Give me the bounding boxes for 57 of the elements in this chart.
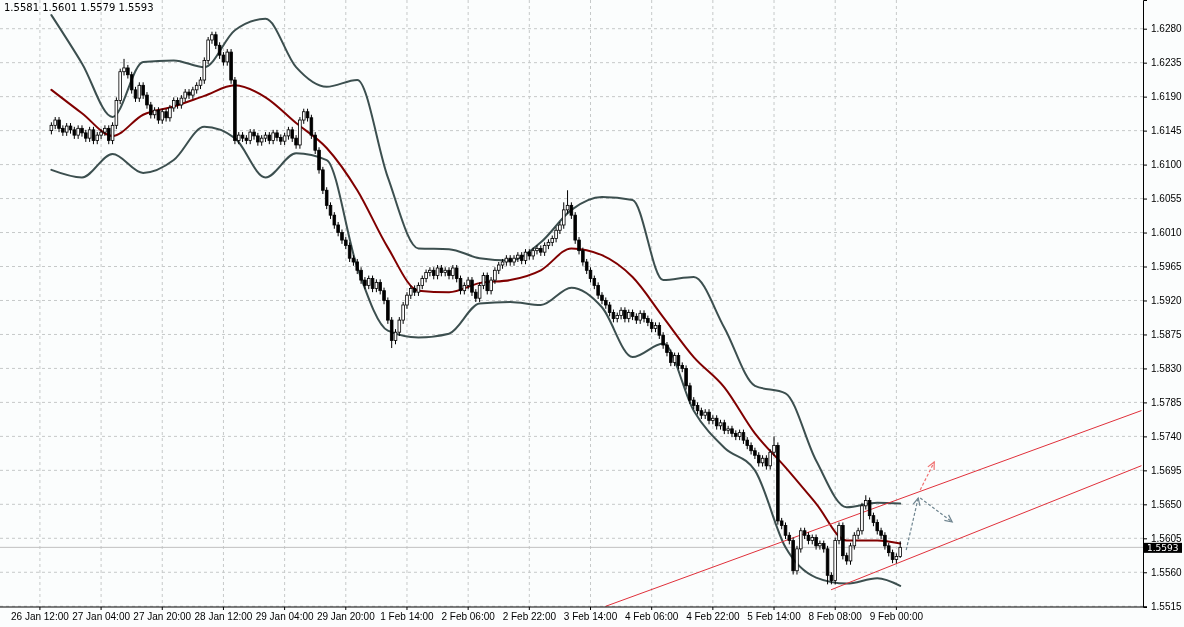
x-tick-label: 4 Feb 06:00	[624, 611, 679, 623]
candlestick	[711, 414, 715, 425]
candlestick	[485, 272, 489, 295]
x-tick-label: 9 Feb 00:00	[869, 611, 924, 623]
candlestick	[103, 124, 107, 137]
x-tick-label: 5 Feb 14:00	[747, 611, 802, 623]
candlestick	[80, 124, 84, 138]
y-tick-label: 1.5965	[1151, 261, 1183, 273]
candlestick	[642, 309, 646, 323]
candlestick	[275, 129, 279, 142]
y-tick-label: 1.5875	[1151, 329, 1183, 341]
x-tick-label: 3 Feb 14:00	[563, 611, 618, 623]
y-tick-label: 1.6145	[1151, 125, 1183, 137]
y-tick-label: 1.5605	[1151, 533, 1183, 544]
chart-title: 1.5581 1.5601 1.5579 1.5593	[4, 2, 154, 13]
candlestick	[447, 266, 451, 280]
y-tick-label: 1.5785	[1151, 397, 1183, 409]
y-tick-label: 1.6055	[1151, 193, 1183, 205]
candlestick	[187, 88, 191, 100]
ref-line-label: 1.5593	[1147, 542, 1179, 553]
x-tick-label: 26 Jan 12:00	[11, 611, 70, 623]
line-series	[50, 14, 902, 509]
y-tick-label: 1.6235	[1151, 57, 1183, 69]
x-tick-label: 2 Feb 22:00	[502, 611, 557, 623]
candlestick	[347, 241, 352, 263]
candlestick	[512, 254, 516, 267]
x-tick-label: 4 Feb 22:00	[686, 611, 740, 623]
candlestick	[726, 425, 730, 435]
x-tick-label: 29 Jan 04:00	[255, 611, 314, 623]
x-tick-label: 27 Jan 20:00	[133, 611, 192, 623]
y-tick-label: 1.5920	[1151, 295, 1183, 307]
line-series	[50, 125, 902, 587]
candlestick	[730, 425, 734, 438]
x-tick-label: 29 Jan 20:00	[316, 611, 376, 623]
y-tick-label: 1.6010	[1151, 227, 1183, 239]
y-tick-label: 1.6100	[1151, 159, 1183, 171]
candlestick	[164, 108, 168, 123]
x-tick-label: 27 Jan 04:00	[72, 611, 131, 623]
x-tick-label: 1 Feb 14:00	[380, 611, 435, 623]
candlestick	[99, 128, 103, 140]
y-tick-label: 1.5560	[1151, 566, 1183, 578]
candlestick	[749, 441, 753, 455]
y-tick-label: 1.5515	[1151, 600, 1183, 612]
x-tick-label: 28 Jan 12:00	[194, 611, 253, 623]
candlestick	[818, 540, 822, 551]
y-tick-label: 1.6190	[1151, 91, 1183, 103]
y-tick-label: 1.6280	[1151, 23, 1183, 35]
y-tick-label: 1.5740	[1151, 431, 1183, 443]
x-tick-label: 2 Feb 06:00	[441, 611, 496, 623]
y-tick-label: 1.5650	[1151, 499, 1183, 511]
candlestick	[516, 251, 520, 263]
candlestick	[619, 306, 623, 320]
y-tick-label: 1.5695	[1151, 465, 1183, 477]
x-tick-label: 8 Feb 08:00	[808, 611, 863, 623]
candlestick	[107, 124, 111, 145]
y-tick-label: 1.5830	[1151, 363, 1183, 375]
line-series	[50, 84, 902, 545]
